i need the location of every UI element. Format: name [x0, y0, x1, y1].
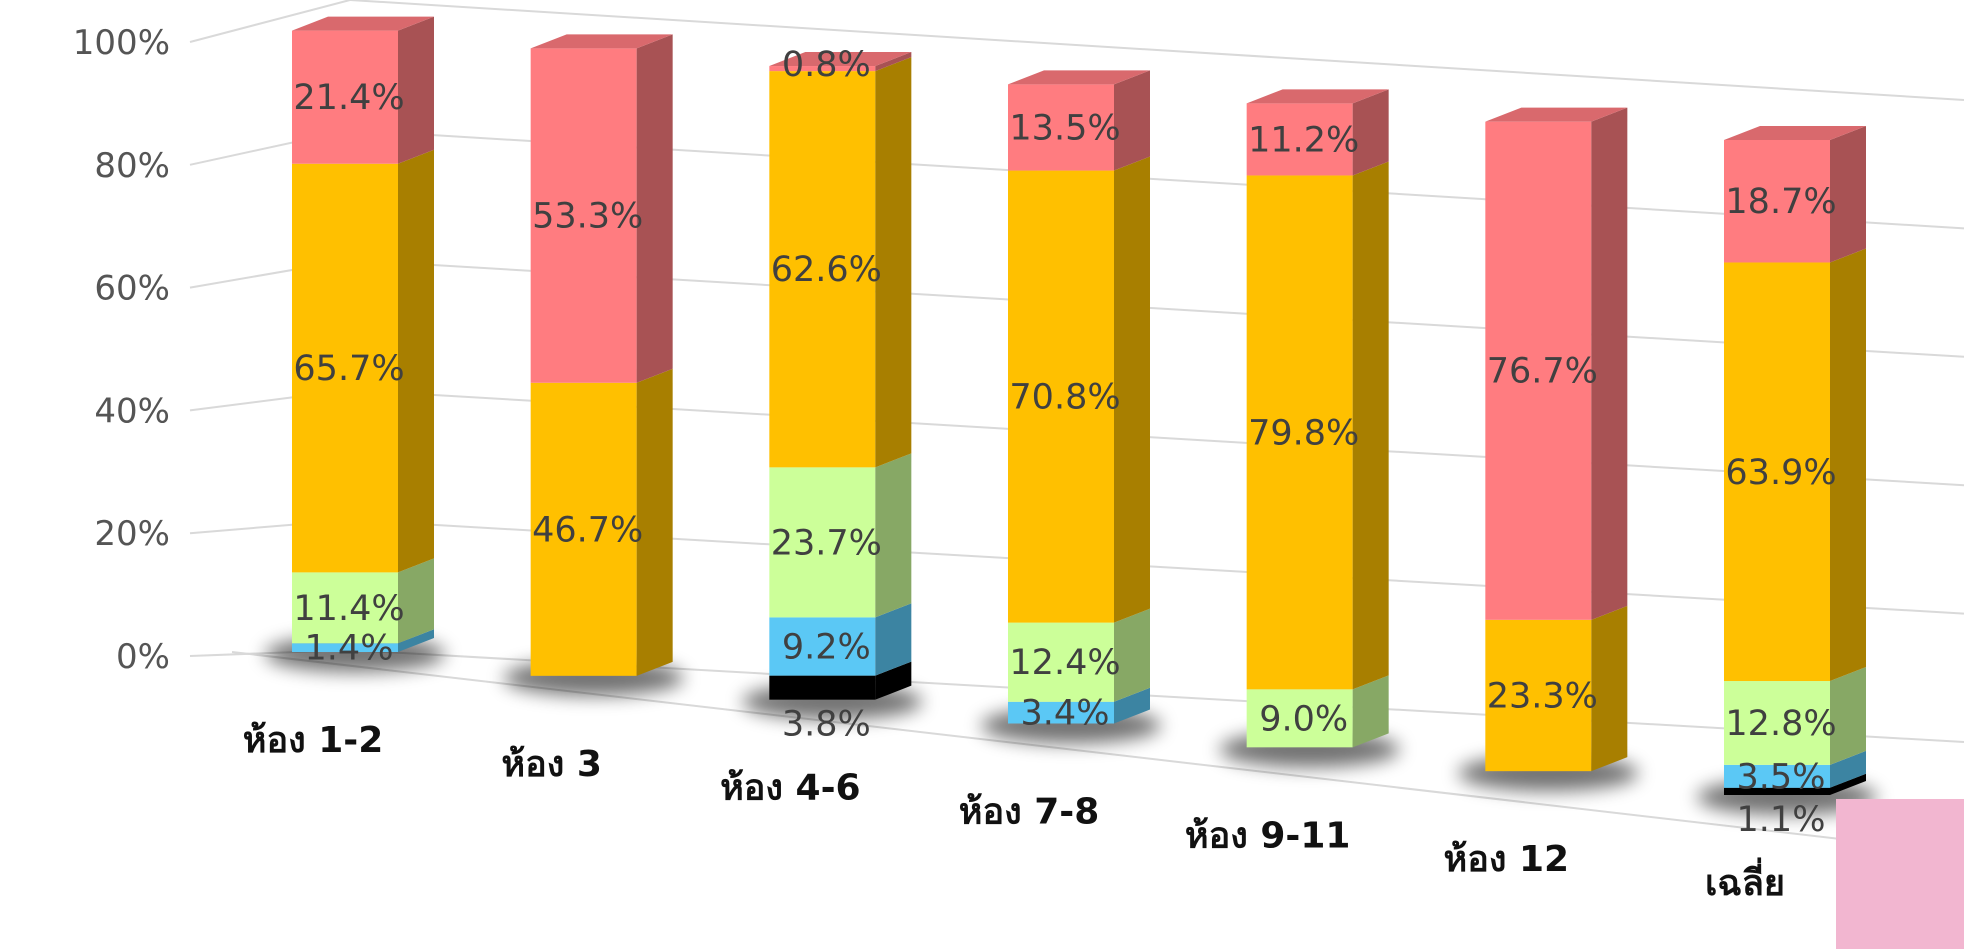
- data-label: 53.3%: [532, 197, 643, 237]
- bar-segment: [769, 453, 912, 618]
- bar-segment: [292, 16, 434, 164]
- data-label: 1.4%: [305, 629, 394, 669]
- bar-top-cap: [769, 52, 912, 67]
- bar-segment: [1246, 89, 1389, 176]
- bar-top-cap: [1485, 107, 1628, 122]
- data-label: 76.7%: [1487, 352, 1598, 392]
- data-labels: 1.4%11.4% 65.7% 21.4% 46.7% 53.3% 3.8% 9.2% 23.…: [293, 45, 1836, 840]
- data-label: 0.8%: [782, 45, 871, 85]
- bar-segment: [1008, 70, 1150, 171]
- bar-segment: [1724, 248, 1866, 682]
- bar-segment: [530, 368, 673, 676]
- bar-segment: [1246, 161, 1389, 690]
- data-label: 23.7%: [771, 523, 882, 563]
- data-label: 70.8%: [1009, 378, 1120, 418]
- bar-segment: [1724, 750, 1866, 788]
- x-category-label: เฉลี่ย: [1705, 857, 1785, 904]
- data-label: 18.7%: [1725, 182, 1836, 222]
- data-label: 12.4%: [1009, 643, 1120, 683]
- data-label: 12.8%: [1725, 704, 1836, 744]
- bar-top-cap: [1724, 126, 1866, 140]
- data-label: 3.5%: [1737, 757, 1826, 797]
- y-tick-label: 0%: [116, 637, 170, 677]
- bar-segment: [1008, 156, 1150, 623]
- gridline-side: [189, 0, 351, 43]
- data-label: 79.8%: [1248, 413, 1359, 453]
- data-label: 1.1%: [1737, 800, 1826, 840]
- x-category-label: ห้อง 12: [1444, 839, 1570, 880]
- y-tick-label: 80%: [94, 146, 170, 186]
- bar-segment: [1724, 667, 1866, 765]
- data-label: 63.9%: [1725, 453, 1836, 493]
- bar-segment: [292, 629, 434, 652]
- data-label: 23.3%: [1487, 676, 1598, 716]
- bar-segment: [1724, 773, 1866, 795]
- y-axis-tick-labels: 0% 20% 40% 60% 80% 100%: [73, 23, 170, 677]
- bar-segment: [1485, 605, 1628, 772]
- data-label: 46.7%: [532, 510, 643, 550]
- data-label: 11.2%: [1248, 120, 1359, 160]
- bar-segment: [769, 52, 912, 72]
- bar-segment: [530, 34, 673, 383]
- data-label: 9.2%: [782, 627, 871, 667]
- data-label: 21.4%: [293, 78, 404, 118]
- data-label: 65.7%: [293, 349, 404, 389]
- x-category-label: ห้อง 4-6: [720, 768, 861, 809]
- data-label: 3.8%: [782, 705, 871, 745]
- x-category-label: ห้อง 7-8: [959, 792, 1100, 833]
- bar-segment: [769, 57, 912, 468]
- bar-segment: [1008, 687, 1150, 724]
- bar-top-cap: [292, 16, 434, 31]
- y-tick-label: 20%: [94, 514, 170, 554]
- corner-decoration: [1836, 799, 1964, 949]
- bar-top-cap: [1246, 89, 1389, 104]
- x-axis-category-labels: ห้อง 1-2 ห้อง 3 ห้อง 4-6 ห้อง 7-8 ห้อง 9-11 ห…: [243, 720, 1785, 904]
- gridline-back: [349, 0, 1964, 101]
- data-label: 3.4%: [1021, 694, 1110, 734]
- data-label: 9.0%: [1259, 699, 1348, 739]
- bar-segment: [1724, 126, 1866, 263]
- y-tick-label: 100%: [73, 23, 170, 63]
- bar-segment: [769, 603, 912, 676]
- bars: [292, 16, 1866, 795]
- y-tick-label: 60%: [94, 269, 170, 309]
- x-category-label: ห้อง 9-11: [1185, 815, 1351, 856]
- bar-segment: [292, 149, 434, 573]
- bar-segment: [1485, 107, 1628, 620]
- data-label: 62.6%: [771, 250, 882, 290]
- data-label: 13.5%: [1009, 108, 1120, 148]
- x-category-label: ห้อง 3: [501, 744, 602, 785]
- x-category-label: ห้อง 1-2: [243, 720, 384, 761]
- bar-segment: [769, 661, 912, 700]
- bar-top-cap: [530, 34, 673, 49]
- bar-segment: [1246, 675, 1389, 748]
- data-label: 11.4%: [293, 589, 404, 629]
- bar-segment: [1008, 608, 1150, 702]
- y-tick-label: 40%: [94, 391, 170, 431]
- bar-segment: [292, 558, 434, 644]
- bar-top-cap: [1008, 70, 1150, 85]
